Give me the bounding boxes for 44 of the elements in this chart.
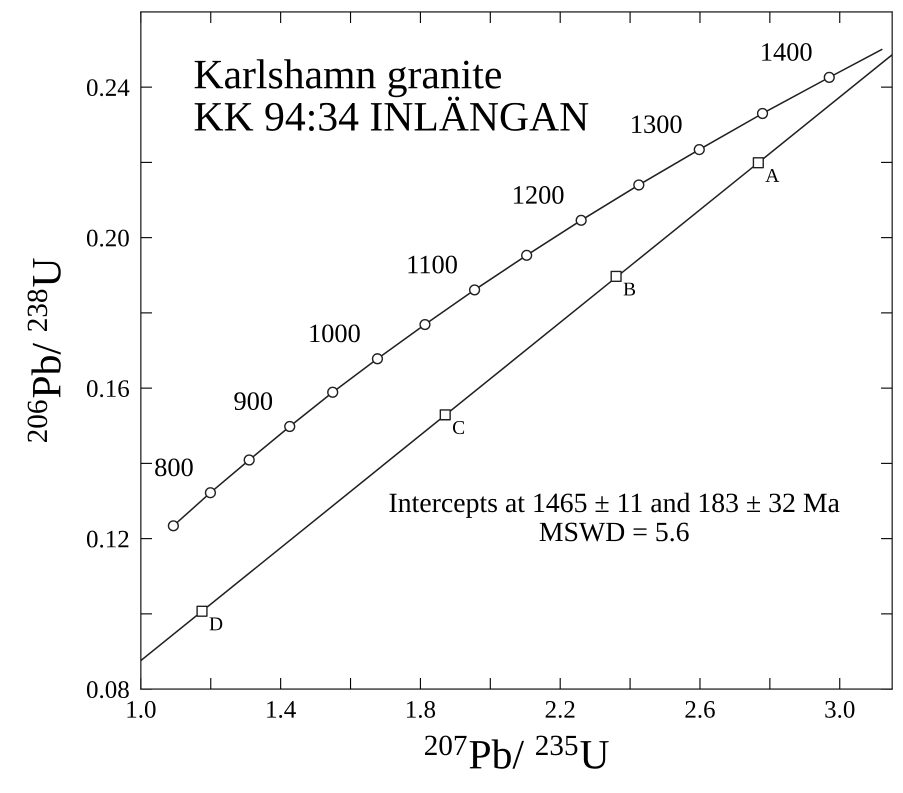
- point: [610, 270, 622, 282]
- point: [372, 353, 384, 364]
- point: [327, 386, 338, 398]
- annotation: 1000: [310, 324, 360, 342]
- point: [633, 179, 644, 191]
- text: Karlshamn granite KK 94:34 INLÄNGAN: [194, 59, 588, 132]
- annotation: 1100: [408, 256, 457, 274]
- y-tick-label: 0.20: [86, 230, 129, 247]
- x-tick-label: 2.6: [685, 701, 715, 718]
- annotation: Intercepts at 1465 ± 11 and 183 ± 32 Ma MSWD = 5.6: [389, 492, 840, 542]
- point: [756, 108, 768, 120]
- y-tick-label: 0.08: [86, 681, 129, 698]
- point: [440, 409, 451, 420]
- annotation: 1300: [632, 115, 682, 134]
- y-axis-title: $^{206}$Pb/ $^{238}$U: [28, 258, 61, 442]
- point: [419, 318, 431, 330]
- annotation: 1400: [762, 43, 812, 61]
- x-axis-title: $^{207}$Pb/ $^{235}$U: [425, 736, 609, 769]
- annotation: 900: [234, 392, 272, 410]
- annotation: 1200: [514, 186, 564, 204]
- point: [196, 606, 208, 617]
- x-tick-label: 1.0: [127, 700, 156, 718]
- point: [521, 250, 532, 261]
- point: [284, 420, 296, 432]
- y-tick-label: 0.12: [86, 530, 128, 548]
- annotation: D: [210, 618, 222, 630]
- x-tick-label: 1.4: [267, 701, 296, 718]
- point: [168, 520, 179, 532]
- x-tick-label: 3.0: [825, 700, 854, 718]
- x-tick-label: 2.2: [546, 701, 574, 718]
- point: [244, 454, 255, 466]
- point: [468, 284, 480, 296]
- point: [576, 214, 587, 226]
- y-tick-label: 0.24: [86, 79, 130, 96]
- y-tick-label: 0.16: [86, 380, 130, 398]
- annotation: A: [765, 168, 780, 182]
- annotation: 800: [155, 458, 193, 476]
- point: [824, 72, 835, 83]
- x-tick-label: 1.8: [406, 700, 436, 718]
- point: [204, 487, 216, 498]
- point: [752, 157, 764, 168]
- point: [694, 144, 705, 156]
- annotation: C: [452, 421, 464, 434]
- annotation: B: [624, 282, 636, 296]
